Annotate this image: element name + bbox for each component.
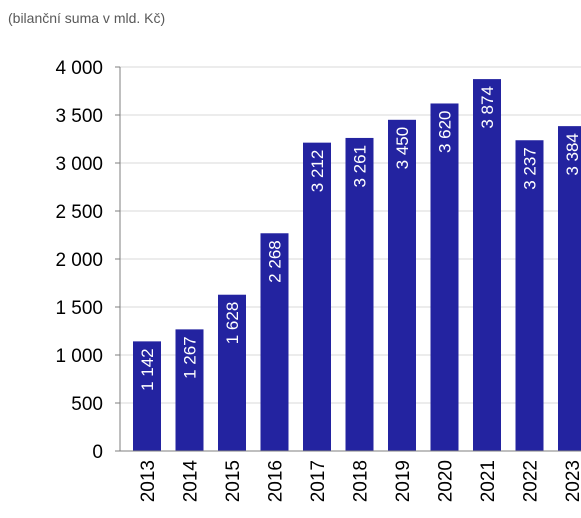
x-tick-label: 2022 bbox=[521, 460, 542, 502]
data-label: 1 142 bbox=[138, 348, 157, 391]
bar bbox=[473, 79, 501, 451]
x-tick-label: 2017 bbox=[308, 460, 329, 502]
x-tick-label: 2018 bbox=[351, 460, 372, 502]
data-label: 2 268 bbox=[266, 240, 285, 283]
data-label: 1 628 bbox=[223, 302, 242, 345]
data-label: 3 450 bbox=[393, 127, 412, 170]
bar bbox=[175, 329, 204, 451]
bar bbox=[218, 294, 246, 451]
y-tick-label: 500 bbox=[71, 394, 103, 415]
bar bbox=[133, 341, 161, 451]
x-tick-label: 2013 bbox=[138, 460, 159, 502]
y-tick-label: 1 500 bbox=[55, 298, 103, 319]
bar bbox=[260, 233, 289, 451]
y-tick-label: 1 000 bbox=[55, 346, 103, 367]
data-label: 3 237 bbox=[521, 147, 540, 190]
data-label: 3 620 bbox=[436, 110, 455, 153]
chart-subtitle: (bilanční suma v mld. Kč) bbox=[8, 10, 166, 26]
data-label: 3 212 bbox=[308, 150, 327, 193]
y-tick-label: 3 000 bbox=[55, 154, 103, 175]
x-tick-label: 2023 bbox=[563, 460, 581, 502]
y-tick-label: 2 500 bbox=[55, 202, 103, 223]
bar bbox=[515, 140, 544, 452]
data-label: 3 874 bbox=[478, 86, 497, 129]
x-tick-label: 2019 bbox=[393, 460, 414, 502]
y-tick-label: 4 000 bbox=[55, 58, 103, 79]
y-tick-label: 3 500 bbox=[55, 106, 103, 127]
x-tick-label: 2014 bbox=[181, 460, 202, 503]
bar bbox=[430, 103, 459, 451]
x-tick-label: 2016 bbox=[266, 460, 287, 502]
data-label: 3 384 bbox=[563, 133, 581, 176]
bar bbox=[303, 142, 331, 451]
x-tick-label: 2021 bbox=[478, 460, 499, 502]
bar bbox=[558, 126, 581, 452]
data-label: 1 267 bbox=[181, 336, 200, 379]
bar bbox=[345, 137, 374, 451]
y-tick-label: 2 000 bbox=[55, 250, 103, 271]
bar bbox=[388, 119, 416, 452]
y-tick-label: 0 bbox=[92, 442, 103, 463]
x-tick-label: 2020 bbox=[436, 460, 457, 502]
x-tick-label: 2015 bbox=[223, 460, 244, 502]
data-label: 3 261 bbox=[351, 145, 370, 188]
